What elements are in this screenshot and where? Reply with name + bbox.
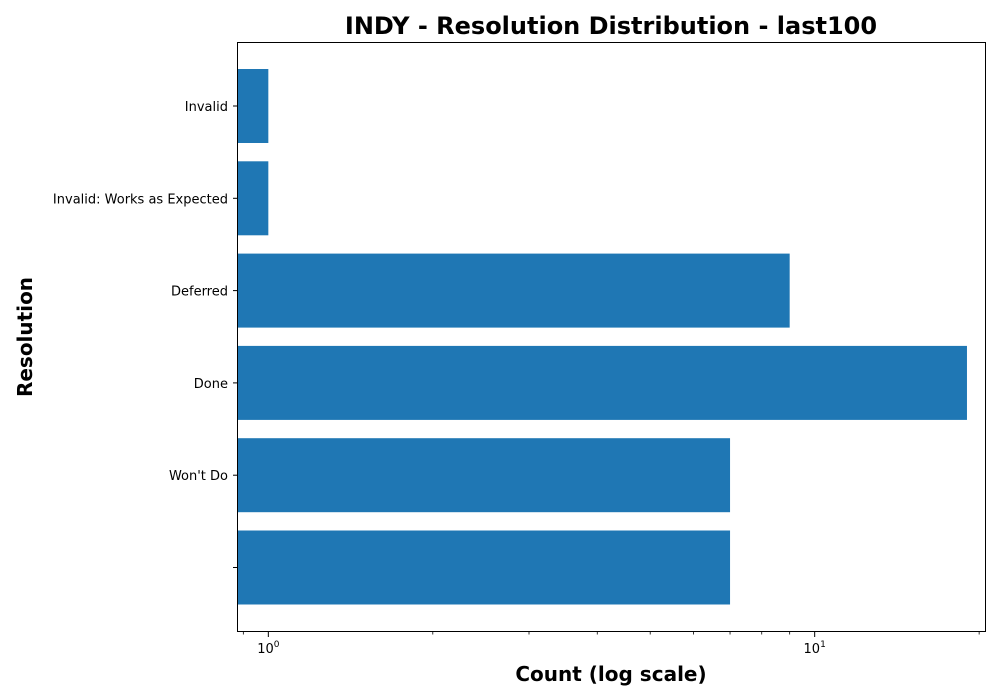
y-tick-label: Done — [194, 377, 228, 392]
y-tick-label: Invalid — [185, 100, 228, 115]
bar-2 — [238, 253, 790, 328]
plot-area-frame — [237, 42, 986, 632]
bar-5 — [238, 530, 731, 605]
bar-0 — [238, 69, 269, 143]
y-axis-ticks: Invalid Invalid: Works as Expected Deferre… — [53, 100, 238, 568]
y-tick-label: Invalid: Works as Expected — [53, 192, 228, 207]
bar-3 — [238, 345, 967, 420]
y-axis-label: Resolution — [13, 277, 37, 397]
x-tick-label: 101 — [804, 640, 826, 657]
bars-group — [238, 69, 967, 605]
bar-1 — [238, 161, 269, 236]
y-tick-label: Deferred — [171, 285, 228, 300]
x-tick-label: 100 — [257, 640, 280, 657]
chart-title: INDY - Resolution Distribution - last100 — [345, 12, 877, 40]
y-tick-label: Won't Do — [169, 469, 228, 484]
bar-4 — [238, 438, 731, 513]
x-axis-label: Count (log scale) — [515, 662, 706, 686]
x-axis-ticks: 100 101 — [242, 631, 980, 657]
